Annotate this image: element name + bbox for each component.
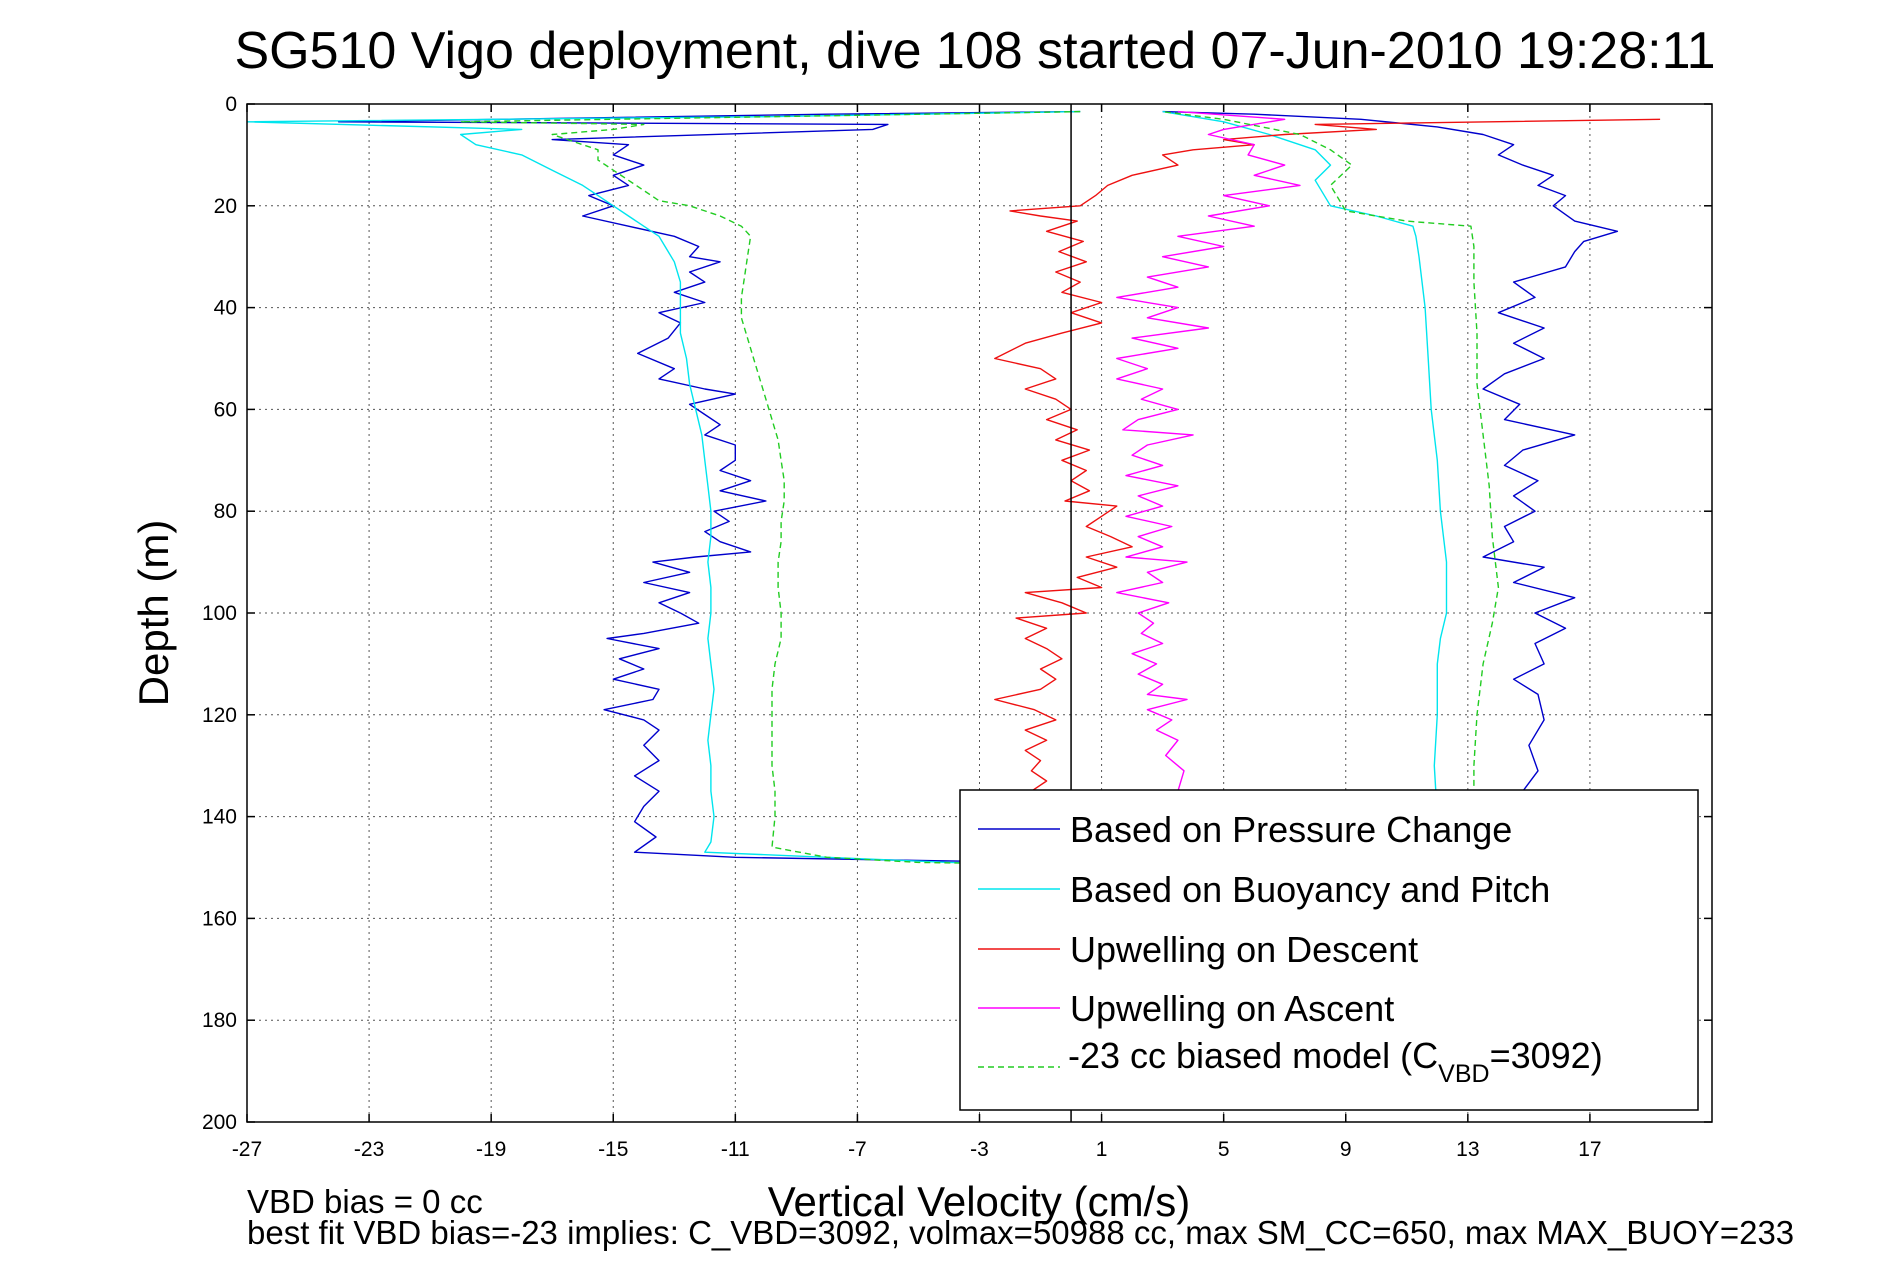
- legend-pressure: Based on Pressure Change: [1070, 809, 1512, 850]
- x-tick-label: -23: [354, 1138, 384, 1161]
- legend-model: -23 cc biased model (CVBD=3092): [1068, 1035, 1603, 1088]
- plot-frame: [246, 103, 1713, 1123]
- series-line-model: [459, 110, 1500, 869]
- series-layer: [247, 110, 1661, 879]
- x-tick-label: 5: [1218, 1138, 1230, 1161]
- series-line-pressure: [337, 110, 1619, 879]
- y-tick-label: 100: [202, 602, 237, 625]
- y-tick-label: 160: [202, 907, 237, 930]
- series-line-ascent: [1116, 110, 1301, 802]
- y-tick-label: 140: [202, 806, 237, 829]
- x-tick-label: -11: [721, 1138, 750, 1161]
- x-tick-label: 13: [1456, 1138, 1479, 1161]
- x-tick-label: 9: [1340, 1138, 1352, 1161]
- x-tick-label: 1: [1096, 1138, 1108, 1161]
- x-tick-label: -7: [848, 1138, 867, 1161]
- y-axis-label: Depth (m): [130, 520, 177, 707]
- x-tick-label: -27: [232, 1138, 262, 1161]
- legend: Based on Pressure Change Based on Buoyan…: [959, 789, 1699, 1111]
- x-tick-label: -19: [476, 1138, 506, 1161]
- chart-title: SG510 Vigo deployment, dive 108 started …: [234, 22, 1715, 80]
- legend-buoyancy: Based on Buoyancy and Pitch: [1070, 869, 1550, 910]
- tick-labels: -27 -23 -19 -15 -11 -7 -3 1 5 9 13 17 0 20 40 60 80 100 12…: [202, 93, 1712, 1161]
- x-tick-label: -3: [970, 1138, 989, 1161]
- legend-ascent: Upwelling on Ascent: [1070, 988, 1394, 1029]
- y-tick-label: 200: [202, 1111, 237, 1134]
- x-tick-label: -15: [598, 1138, 628, 1161]
- legend-model-suffix: =3092): [1490, 1035, 1603, 1076]
- y-tick-label: 180: [202, 1009, 237, 1032]
- y-tick-label: 20: [214, 195, 237, 218]
- series-line-descent: [994, 118, 1661, 802]
- y-tick-label: 0: [225, 93, 237, 116]
- y-tick-label: 40: [214, 297, 237, 320]
- x-tick-label: 17: [1578, 1138, 1601, 1161]
- legend-box: [959, 789, 1699, 1111]
- legend-model-sub: VBD: [1438, 1060, 1489, 1088]
- legend-model-prefix: -23 cc biased model (C: [1068, 1035, 1438, 1076]
- series-line-buoyancy: [247, 110, 1448, 869]
- footnote-line2: best fit VBD bias=-23 implies: C_VBD=309…: [247, 1214, 1794, 1251]
- y-tick-label: 80: [214, 500, 237, 523]
- legend-descent: Upwelling on Descent: [1070, 929, 1418, 970]
- footnote-line1: VBD bias = 0 cc: [247, 1183, 483, 1220]
- y-tick-label: 60: [214, 398, 237, 421]
- x-axis-label: Vertical Velocity (cm/s): [768, 1178, 1190, 1225]
- y-tick-label: 120: [202, 704, 237, 727]
